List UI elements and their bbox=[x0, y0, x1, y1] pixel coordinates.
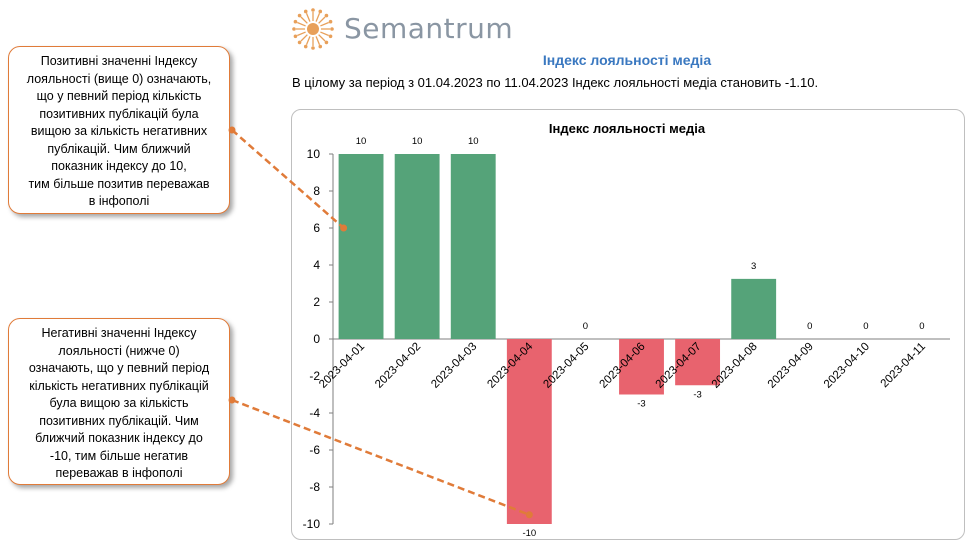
data-label: 3 bbox=[751, 261, 756, 272]
y-tick-label: -8 bbox=[309, 480, 320, 494]
sun-ray-dot bbox=[328, 19, 333, 24]
semantrum-logo: Semantrum bbox=[288, 6, 513, 52]
y-tick-label: -6 bbox=[309, 443, 320, 457]
sun-ray-dot bbox=[297, 13, 302, 18]
page-heading: Індекс лояльності медіа bbox=[542, 52, 712, 68]
positive-connector-line bbox=[231, 129, 345, 229]
bar bbox=[394, 154, 440, 339]
positive-connector-start-dot bbox=[228, 126, 236, 134]
bar bbox=[619, 339, 664, 395]
x-tick-label: 2023-04-10 bbox=[822, 341, 872, 391]
bar bbox=[731, 278, 777, 339]
sun-ray bbox=[320, 31, 329, 37]
x-tick-label: 2023-04-09 bbox=[766, 341, 816, 391]
x-tick-label: 2023-04-01 bbox=[317, 341, 367, 391]
data-label: 10 bbox=[468, 136, 479, 147]
y-tick-label: -10 bbox=[303, 517, 321, 531]
y-tick-label: 10 bbox=[307, 147, 321, 161]
data-label: -3 bbox=[637, 399, 645, 410]
sun-ray-dot bbox=[303, 9, 308, 14]
sun-ray bbox=[297, 31, 306, 37]
y-tick-label: 6 bbox=[313, 221, 320, 235]
period-summary: В цілому за період з 01.04.2023 по 11.04… bbox=[292, 75, 819, 90]
y-tick-label: -2 bbox=[309, 369, 320, 383]
x-tick-label: 2023-04-02 bbox=[373, 341, 423, 391]
positive-callout-text: Позитивні значенні Індексу лояльності (в… bbox=[26, 54, 212, 208]
negative-connector-end-dot bbox=[525, 511, 533, 519]
data-label: 0 bbox=[863, 321, 868, 332]
sun-ray-dot bbox=[303, 44, 308, 49]
data-label: -10 bbox=[522, 528, 536, 539]
data-label: 0 bbox=[807, 321, 812, 332]
sun-ray bbox=[305, 36, 311, 45]
y-tick-label: 2 bbox=[313, 295, 320, 309]
sun-ray-dot bbox=[330, 27, 334, 31]
y-tick-label: 0 bbox=[313, 332, 320, 346]
x-tick-label: 2023-04-11 bbox=[879, 341, 928, 390]
data-label: -3 bbox=[693, 389, 701, 400]
sun-ray-dot bbox=[293, 19, 298, 24]
positive-explanation-callout: Позитивні значенні Індексу лояльності (в… bbox=[8, 46, 230, 214]
y-tick-label: -4 bbox=[309, 406, 320, 420]
sun-ray-dot bbox=[318, 44, 323, 49]
negative-callout-text: Негативні значенні Індексу лояльності (н… bbox=[28, 326, 210, 480]
chart-title: Індекс лояльності медіа bbox=[549, 121, 706, 136]
sun-ray-dot bbox=[328, 34, 333, 39]
y-tick-label: 8 bbox=[313, 184, 320, 198]
sun-logo-icon bbox=[292, 8, 334, 50]
sun-ray bbox=[318, 16, 326, 24]
sun-ray bbox=[315, 13, 321, 22]
sun-ray-dot bbox=[311, 46, 315, 50]
sun-ray-dot bbox=[297, 40, 302, 45]
sun-ray bbox=[320, 21, 329, 27]
sun-ray-dot bbox=[324, 13, 329, 18]
data-label: 10 bbox=[412, 136, 423, 147]
sun-ray-dot bbox=[318, 9, 323, 14]
sun-ray bbox=[300, 16, 308, 24]
negative-connector-line bbox=[231, 398, 530, 516]
data-label: 0 bbox=[583, 321, 588, 332]
bar bbox=[450, 154, 496, 339]
negative-connector-start-dot bbox=[228, 396, 236, 404]
negative-explanation-callout: Негативні значенні Індексу лояльності (н… bbox=[8, 318, 230, 485]
sun-ray bbox=[297, 21, 306, 27]
data-label: 0 bbox=[919, 321, 924, 332]
bar bbox=[506, 339, 552, 524]
data-label: 10 bbox=[356, 136, 367, 147]
sun-ray-dot bbox=[292, 27, 296, 31]
y-tick-label: 4 bbox=[313, 258, 320, 272]
sun-ray bbox=[300, 34, 308, 42]
sun-ray bbox=[305, 13, 311, 22]
sun-ray-dot bbox=[311, 8, 315, 12]
sun-ray-dot bbox=[324, 40, 329, 45]
x-tick-label: 2023-04-03 bbox=[429, 341, 479, 391]
bar bbox=[338, 154, 384, 339]
brand-name: Semantrum bbox=[344, 12, 514, 45]
sun-ray bbox=[318, 34, 326, 42]
positive-connector-end-dot bbox=[340, 224, 348, 232]
sun-ray-dot bbox=[293, 34, 298, 39]
bar bbox=[675, 339, 721, 386]
sun-ray bbox=[315, 36, 321, 45]
